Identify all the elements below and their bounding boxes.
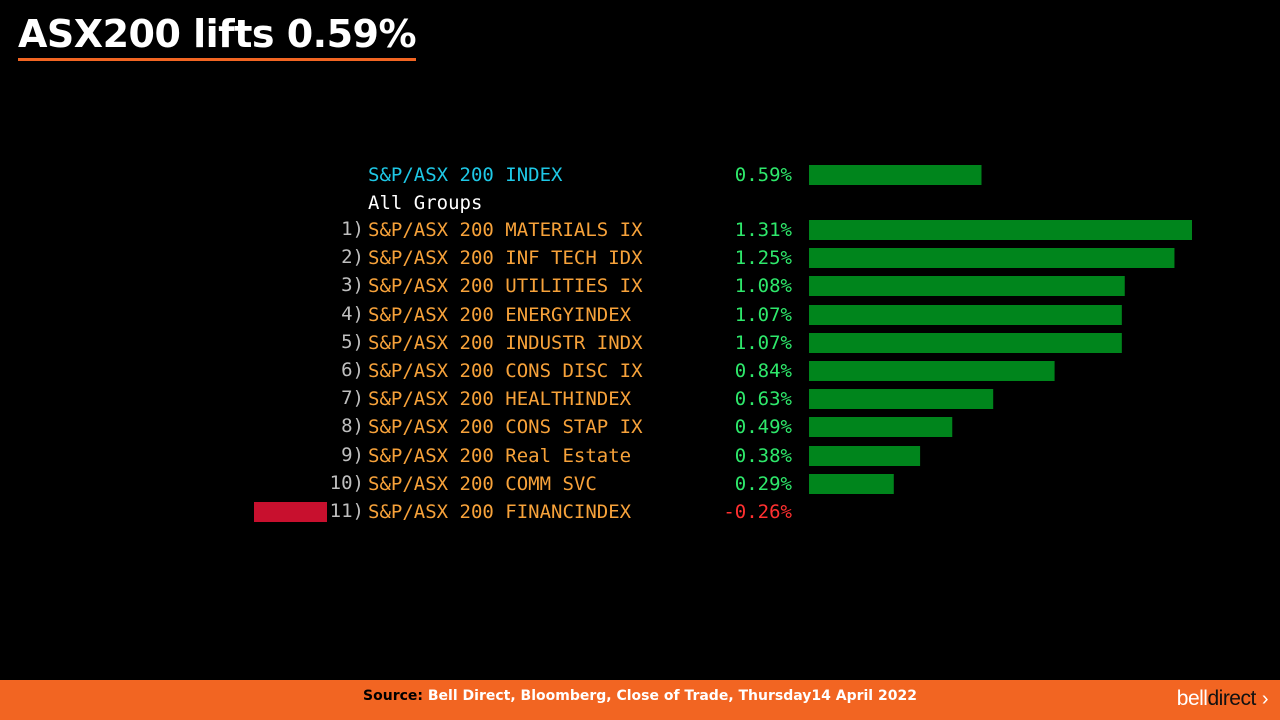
sector-row-1-bar xyxy=(809,220,1192,240)
chevron-right-icon: › xyxy=(1261,688,1269,710)
sector-row-8-value-label: 0.49% xyxy=(735,416,793,438)
sector-row-5-bar xyxy=(809,333,1122,353)
sector-row-6-label: S&P/ASX 200 CONS DISC IX xyxy=(368,360,643,382)
brand-part-bell: bell xyxy=(1176,687,1208,710)
sector-row-4-rank: 4) xyxy=(341,303,364,325)
source-note: Source: Bell Direct, Bloomberg, Close of… xyxy=(0,688,1280,704)
sector-row-9-label: S&P/ASX 200 Real Estate xyxy=(368,445,631,467)
footer-bar: Source: Bell Direct, Bloomberg, Close of… xyxy=(0,680,1280,720)
sector-row-6-rank: 6) xyxy=(341,359,364,381)
group-row-label: All Groups xyxy=(368,192,482,214)
sector-row-10-label: S&P/ASX 200 COMM SVC xyxy=(368,473,597,495)
sector-row-6-value-label: 0.84% xyxy=(735,360,793,382)
sector-row-2-value-label: 1.25% xyxy=(735,247,793,269)
sector-row-10-value-label: 0.29% xyxy=(735,473,793,495)
index-row-value-label: 0.59% xyxy=(735,164,793,186)
sector-row-9-rank: 9) xyxy=(341,444,364,466)
sector-row-10-rank: 10) xyxy=(330,472,364,494)
sector-row-1-rank: 1) xyxy=(341,218,364,240)
sector-row-11-rank: 11) xyxy=(330,500,364,522)
sector-row-11-label: S&P/ASX 200 FINANCINDEX xyxy=(368,501,632,523)
source-text: Bell Direct, Bloomberg, Close of Trade, … xyxy=(427,688,917,704)
sector-row-2-rank: 2) xyxy=(341,246,364,268)
sector-row-3-value-label: 1.08% xyxy=(735,275,793,297)
sector-row-7-rank: 7) xyxy=(341,387,364,409)
sector-row-5-value-label: 1.07% xyxy=(735,332,793,354)
sector-row-4-label: S&P/ASX 200 ENERGYINDEX xyxy=(368,304,632,326)
sector-row-6-bar xyxy=(809,361,1055,381)
sector-row-4-value-label: 1.07% xyxy=(735,304,793,326)
sector-row-3-bar xyxy=(809,276,1125,296)
page-title: ASX200 lifts 0.59% xyxy=(18,12,417,61)
sector-row-5-label: S&P/ASX 200 INDUSTR INDX xyxy=(368,332,643,354)
sector-row-3-label: S&P/ASX 200 UTILITIES IX xyxy=(368,275,643,297)
sector-row-2-label: S&P/ASX 200 INF TECH IDX xyxy=(368,247,643,269)
sector-row-8-label: S&P/ASX 200 CONS STAP IX xyxy=(368,416,643,438)
sector-row-9-value-label: 0.38% xyxy=(735,445,793,467)
sector-row-8-bar xyxy=(809,417,953,437)
sector-row-9-bar xyxy=(809,446,921,466)
sector-row-7-bar xyxy=(809,389,994,409)
source-prefix: Source: xyxy=(363,688,424,704)
bell-direct-logo[interactable]: belldirect › xyxy=(1176,687,1269,711)
sector-row-11-value-label: -0.26% xyxy=(723,501,792,523)
sector-row-4-bar xyxy=(809,305,1122,325)
brand-part-direct: direct xyxy=(1207,687,1256,710)
sector-row-7-label: S&P/ASX 200 HEALTHINDEX xyxy=(368,388,632,410)
sector-row-3-rank: 3) xyxy=(341,274,364,296)
sector-row-8-rank: 8) xyxy=(341,415,364,437)
sector-row-2-bar xyxy=(809,248,1175,268)
sector-row-1-value-label: 1.31% xyxy=(735,219,793,241)
index-row-bar xyxy=(809,165,982,185)
index-row-label: S&P/ASX 200 INDEX xyxy=(368,164,563,186)
sector-row-5-rank: 5) xyxy=(341,331,364,353)
sector-row-1-label: S&P/ASX 200 MATERIALS IX xyxy=(368,219,643,241)
sector-row-7-value-label: 0.63% xyxy=(735,388,793,410)
sector-row-10-bar xyxy=(809,474,894,494)
sector-row-11-bar xyxy=(254,502,327,522)
